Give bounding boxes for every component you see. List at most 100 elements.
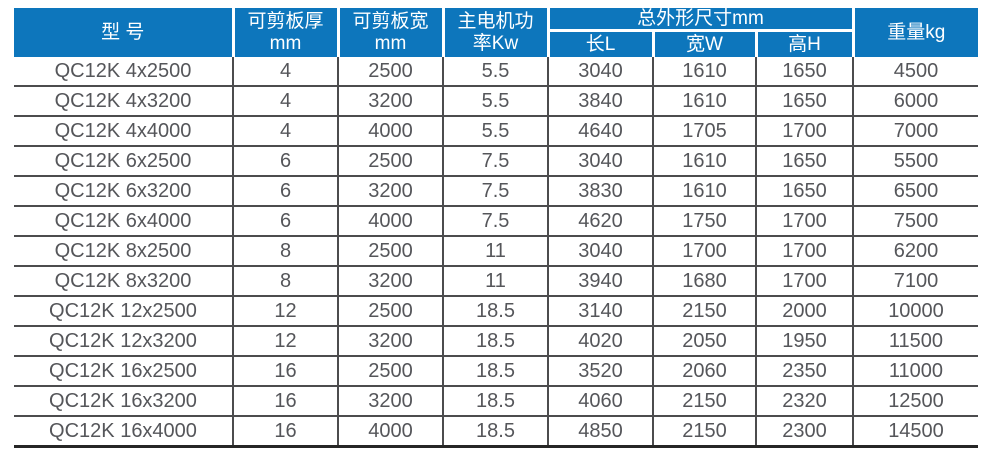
value-cell: 3840 [547, 86, 653, 118]
power-header-line1: 主电机功 [457, 11, 534, 33]
model-cell: QC12K 6x2500 [14, 146, 233, 178]
model-cell: QC12K 16x4000 [14, 416, 233, 449]
value-cell: 2500 [337, 356, 443, 388]
value-cell: 2300 [755, 416, 853, 449]
value-cell: 4 [232, 57, 338, 88]
value-cell: 4000 [337, 416, 443, 449]
table-row: QC12K 12x3200 12 3200 18.5 4020 2050 1950 11500 [14, 326, 978, 358]
value-cell: 1650 [755, 57, 853, 88]
header-row-main: 型 号 可剪板厚 mm 可剪板宽 mm 主电机功 率Kw [14, 8, 978, 58]
header-row-sub: 长L 宽W 高H [14, 30, 978, 58]
length-subheader-label: 长L [585, 34, 616, 56]
width-subheader: 宽W [651, 30, 756, 58]
value-cell: 3200 [337, 176, 443, 208]
table-row: QC12K 4x2500 4 2500 5.5 3040 1610 1650 4500 [14, 57, 978, 88]
value-cell: 4 [232, 86, 338, 118]
value-cell: 2500 [337, 296, 443, 328]
value-cell: 18.5 [442, 326, 548, 358]
model-cell: QC12K 6x4000 [14, 206, 233, 238]
value-cell: 6 [232, 176, 338, 208]
table-row: QC12K 8x2500 8 2500 11 3040 1700 1700 6200 [14, 236, 978, 268]
table-row: QC12K 6x4000 6 4000 7.5 4620 1750 1700 7500 [14, 206, 978, 238]
value-cell: 16 [232, 386, 338, 418]
table-row: QC12K 4x3200 4 3200 5.5 3840 1610 1650 6000 [14, 86, 978, 118]
table-row: QC12K 16x4000 16 4000 18.5 4850 2150 2300 14500 [14, 416, 978, 449]
weight-column-header: 重量kg [851, 8, 978, 58]
value-cell: 2060 [652, 356, 756, 388]
table-row: QC12K 4x4000 4 4000 5.5 4640 1705 1700 7000 [14, 116, 978, 148]
value-cell: 6 [232, 206, 338, 238]
plate-width-header-line2: mm [374, 32, 407, 54]
thickness-column-header: 可剪板厚 mm [231, 8, 338, 58]
value-cell: 18.5 [442, 386, 548, 418]
value-cell: 2150 [652, 416, 756, 449]
value-cell: 3940 [547, 266, 653, 298]
height-subheader: 高H [754, 30, 853, 58]
value-cell: 18.5 [442, 296, 548, 328]
weight-column-header-label: 重量kg [887, 22, 946, 43]
value-cell: 8 [232, 236, 338, 268]
table-row: QC12K 6x2500 6 2500 7.5 3040 1610 1650 5500 [14, 146, 978, 178]
value-cell: 2150 [652, 296, 756, 328]
value-cell: 1700 [755, 206, 853, 238]
value-cell: 11 [442, 236, 548, 268]
value-cell: 5500 [852, 146, 978, 178]
model-cell: QC12K 4x2500 [14, 57, 233, 88]
value-cell: 3200 [337, 386, 443, 418]
value-cell: 1700 [652, 236, 756, 268]
model-column-header-label: 型 号 [101, 22, 145, 43]
value-cell: 4000 [337, 116, 443, 148]
value-cell: 1750 [652, 206, 756, 238]
value-cell: 2350 [755, 356, 853, 388]
model-cell: QC12K 12x2500 [14, 296, 233, 328]
table-body: QC12K 4x2500 4 2500 5.5 3040 1610 1650 4500 QC12… [14, 57, 978, 449]
spec-table: 型 号 可剪板厚 mm 可剪板宽 mm 主电机功 率Kw [14, 8, 978, 449]
value-cell: 1610 [652, 146, 756, 178]
value-cell: 11 [442, 266, 548, 298]
value-cell: 2050 [652, 326, 756, 358]
value-cell: 6000 [852, 86, 978, 118]
value-cell: 1700 [755, 266, 853, 298]
power-header-line2: 率Kw [472, 32, 519, 54]
value-cell: 12500 [852, 386, 978, 418]
value-cell: 3830 [547, 176, 653, 208]
spec-table-container: 型 号 可剪板厚 mm 可剪板宽 mm 主电机功 率Kw [14, 8, 978, 449]
table-row: QC12K 6x3200 6 3200 7.5 3830 1610 1650 6500 [14, 176, 978, 208]
value-cell: 4060 [547, 386, 653, 418]
value-cell: 3520 [547, 356, 653, 388]
value-cell: 3040 [547, 236, 653, 268]
value-cell: 4500 [852, 57, 978, 88]
value-cell: 3140 [547, 296, 653, 328]
value-cell: 1610 [652, 176, 756, 208]
value-cell: 18.5 [442, 416, 548, 449]
value-cell: 5.5 [442, 86, 548, 118]
value-cell: 1950 [755, 326, 853, 358]
value-cell: 4640 [547, 116, 653, 148]
table-row: QC12K 16x3200 16 3200 18.5 4060 2150 2320 12500 [14, 386, 978, 418]
plate-width-column-header: 可剪板宽 mm [336, 8, 443, 58]
value-cell: 14500 [852, 416, 978, 449]
length-subheader: 长L [546, 30, 653, 58]
value-cell: 12 [232, 326, 338, 358]
model-cell: QC12K 8x3200 [14, 266, 233, 298]
value-cell: 16 [232, 356, 338, 388]
value-cell: 1610 [652, 57, 756, 88]
table-row: QC12K 12x2500 12 2500 18.5 3140 2150 2000 10000 [14, 296, 978, 328]
width-subheader-label: 宽W [686, 34, 723, 56]
model-column-header: 型 号 [14, 8, 233, 58]
value-cell: 18.5 [442, 356, 548, 388]
thickness-header-line1: 可剪板厚 [247, 11, 324, 33]
value-cell: 7.5 [442, 176, 548, 208]
value-cell: 3200 [337, 86, 443, 118]
value-cell: 4000 [337, 206, 443, 238]
value-cell: 12 [232, 296, 338, 328]
value-cell: 1650 [755, 176, 853, 208]
value-cell: 3040 [547, 146, 653, 178]
value-cell: 2000 [755, 296, 853, 328]
value-cell: 10000 [852, 296, 978, 328]
value-cell: 16 [232, 416, 338, 449]
value-cell: 1680 [652, 266, 756, 298]
value-cell: 7500 [852, 206, 978, 238]
value-cell: 7100 [852, 266, 978, 298]
